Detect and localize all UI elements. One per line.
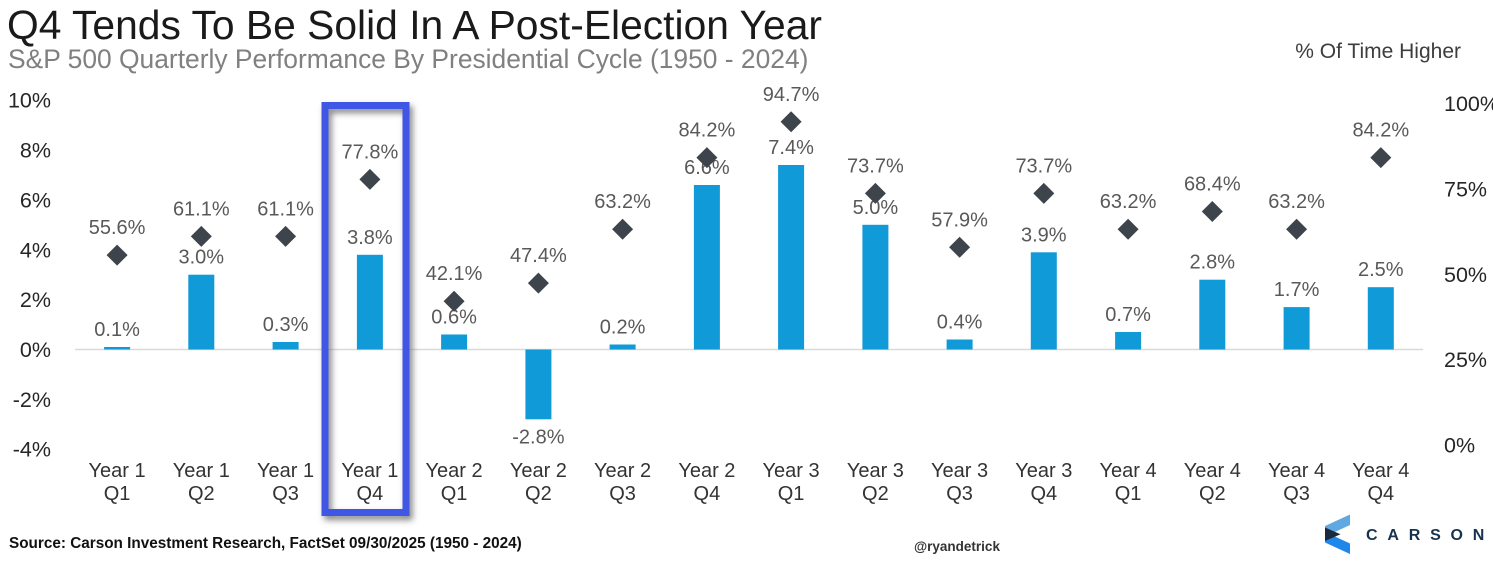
svg-text:0.1%: 0.1% [94, 319, 140, 341]
svg-text:S&P 500 Quarterly Performance: S&P 500 Quarterly Performance By Preside… [8, 44, 808, 74]
svg-text:42.1%: 42.1% [426, 263, 483, 285]
svg-text:25%: 25% [1444, 348, 1487, 372]
svg-text:-2.8%: -2.8% [512, 426, 564, 448]
svg-text:2.5%: 2.5% [1358, 259, 1404, 281]
svg-text:Year 4: Year 4 [1100, 460, 1157, 482]
svg-text:63.2%: 63.2% [1268, 191, 1325, 213]
svg-text:0.4%: 0.4% [937, 312, 983, 334]
svg-text:8%: 8% [20, 139, 51, 163]
svg-text:Q1: Q1 [1115, 483, 1142, 505]
svg-text:Q3: Q3 [272, 483, 299, 505]
svg-text:Year 2: Year 2 [510, 460, 567, 482]
svg-text:55.6%: 55.6% [89, 217, 146, 239]
svg-text:Q4: Q4 [357, 483, 384, 505]
svg-text:73.7%: 73.7% [1015, 155, 1072, 177]
svg-text:Year 1: Year 1 [257, 460, 314, 482]
svg-text:Year 4: Year 4 [1352, 460, 1409, 482]
svg-text:3.9%: 3.9% [1021, 224, 1067, 246]
svg-text:75%: 75% [1444, 178, 1487, 202]
svg-text:% Of Time Higher: % Of Time Higher [1295, 40, 1461, 63]
svg-text:0.7%: 0.7% [1105, 304, 1151, 326]
svg-text:Year 3: Year 3 [763, 460, 820, 482]
svg-text:2.8%: 2.8% [1190, 252, 1236, 274]
svg-text:Q2: Q2 [188, 483, 215, 505]
svg-text:Q4: Q4 [694, 483, 721, 505]
svg-text:0%: 0% [20, 338, 51, 362]
svg-text:84.2%: 84.2% [679, 120, 736, 142]
svg-text:Q3: Q3 [609, 483, 636, 505]
svg-text:73.7%: 73.7% [847, 155, 904, 177]
svg-text:4%: 4% [20, 238, 51, 262]
svg-text:Year 4: Year 4 [1268, 460, 1325, 482]
svg-text:77.8%: 77.8% [342, 141, 399, 163]
svg-text:Year 2: Year 2 [678, 460, 735, 482]
svg-text:Q4: Q4 [1367, 483, 1394, 505]
svg-text:0.6%: 0.6% [431, 307, 477, 329]
svg-text:Year 3: Year 3 [931, 460, 988, 482]
svg-text:0.3%: 0.3% [263, 314, 309, 336]
svg-text:50%: 50% [1444, 263, 1487, 287]
svg-text:Q1: Q1 [778, 483, 805, 505]
svg-text:7.4%: 7.4% [768, 137, 814, 159]
svg-text:Source: Carson Investment Rese: Source: Carson Investment Research, Fact… [9, 535, 522, 552]
svg-text:Q3: Q3 [1283, 483, 1310, 505]
svg-text:2%: 2% [20, 288, 51, 312]
svg-text:61.1%: 61.1% [173, 198, 230, 220]
svg-text:@ryandetrick: @ryandetrick [914, 539, 1000, 554]
svg-text:Year 2: Year 2 [426, 460, 483, 482]
svg-text:61.1%: 61.1% [257, 198, 314, 220]
svg-text:Year 1: Year 1 [341, 460, 398, 482]
svg-text:3.0%: 3.0% [179, 247, 225, 269]
svg-text:Year 4: Year 4 [1184, 460, 1241, 482]
svg-text:3.8%: 3.8% [347, 227, 393, 249]
svg-text:1.7%: 1.7% [1274, 279, 1320, 301]
svg-text:0%: 0% [1444, 433, 1475, 457]
svg-text:Year 1: Year 1 [173, 460, 230, 482]
svg-text:68.4%: 68.4% [1184, 174, 1241, 196]
svg-text:94.7%: 94.7% [763, 84, 820, 106]
svg-text:Year 3: Year 3 [1015, 460, 1072, 482]
svg-text:0.2%: 0.2% [600, 317, 646, 339]
svg-text:63.2%: 63.2% [1100, 191, 1157, 213]
svg-text:Year 2: Year 2 [594, 460, 651, 482]
svg-text:Q2: Q2 [525, 483, 552, 505]
svg-text:6%: 6% [20, 188, 51, 212]
svg-text:Q4: Q4 [1030, 483, 1057, 505]
svg-text:47.4%: 47.4% [510, 245, 567, 267]
svg-text:63.2%: 63.2% [594, 191, 651, 213]
svg-text:-2%: -2% [13, 388, 51, 412]
svg-text:Q4 Tends To Be Solid In A Post: Q4 Tends To Be Solid In A Post-Election … [7, 2, 822, 48]
svg-text:100%: 100% [1444, 92, 1493, 116]
svg-text:Year 1: Year 1 [89, 460, 146, 482]
svg-text:Year 3: Year 3 [847, 460, 904, 482]
svg-text:Q2: Q2 [1199, 483, 1226, 505]
svg-text:5.0%: 5.0% [853, 197, 899, 219]
svg-text:Q3: Q3 [946, 483, 973, 505]
svg-text:-4%: -4% [13, 438, 51, 462]
svg-text:Q2: Q2 [862, 483, 889, 505]
svg-text:10%: 10% [8, 89, 51, 113]
svg-text:57.9%: 57.9% [931, 209, 988, 231]
svg-text:6.6%: 6.6% [684, 157, 730, 179]
svg-text:84.2%: 84.2% [1352, 120, 1409, 142]
svg-text:CARSON: CARSON [1366, 527, 1493, 544]
svg-text:Q1: Q1 [104, 483, 131, 505]
svg-text:Q1: Q1 [441, 483, 468, 505]
